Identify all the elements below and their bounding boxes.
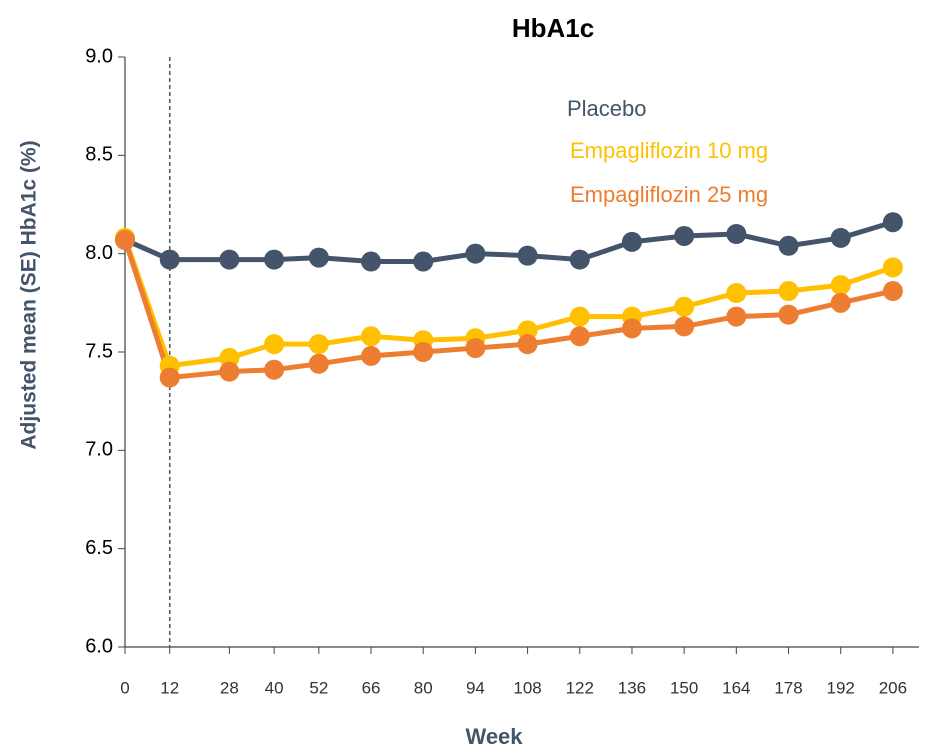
y-tick-label: 8.0 — [85, 242, 113, 264]
x-tick-label: 12 — [160, 678, 179, 697]
data-point — [726, 224, 747, 244]
data-point — [517, 334, 538, 355]
data-point — [726, 283, 747, 303]
data-point — [219, 361, 240, 382]
legend-entry: Empagliflozin 10 mg — [570, 138, 768, 163]
x-tick-label: 206 — [879, 678, 907, 697]
x-tick-label: 150 — [670, 678, 698, 697]
x-tick-label: 0 — [120, 678, 129, 697]
data-point — [778, 304, 799, 325]
data-point — [569, 249, 590, 270]
legend-entry: Empagliflozin 25 mg — [570, 182, 768, 207]
x-tick-label: 80 — [414, 678, 433, 697]
x-tick-label: 164 — [722, 678, 750, 697]
data-point — [264, 249, 285, 270]
data-point — [308, 334, 329, 355]
y-tick-label: 7.0 — [85, 439, 113, 461]
data-point — [264, 334, 285, 355]
series-line — [122, 239, 894, 381]
data-point — [413, 342, 434, 362]
data-point — [830, 275, 851, 296]
y-tick-label: 8.5 — [85, 144, 113, 166]
data-point — [413, 251, 434, 272]
x-tick-label: 52 — [309, 678, 328, 697]
y-tick-label: 6.5 — [85, 537, 113, 559]
data-point — [621, 231, 642, 252]
data-point — [726, 306, 747, 327]
x-tick-label: 28 — [220, 678, 239, 697]
data-point — [159, 249, 180, 270]
data-point — [778, 235, 799, 256]
data-point — [465, 338, 486, 359]
x-tick-label: 40 — [265, 678, 284, 697]
x-tick-label: 66 — [362, 678, 381, 697]
data-point — [361, 345, 382, 366]
data-point — [882, 212, 903, 233]
y-tick-label: 9.0 — [85, 45, 113, 67]
data-point — [569, 326, 590, 347]
y-tick-label: 6.0 — [85, 635, 113, 657]
x-tick-label: 192 — [827, 678, 855, 697]
x-tick-label: 94 — [466, 678, 485, 697]
x-tick-label: 178 — [774, 678, 802, 697]
data-point — [308, 353, 329, 374]
data-point — [882, 281, 903, 302]
data-point — [882, 257, 903, 278]
data-point — [219, 249, 240, 270]
data-point — [159, 367, 180, 388]
data-point — [517, 320, 538, 341]
data-point — [308, 247, 329, 268]
data-point — [361, 326, 382, 347]
data-point — [778, 281, 799, 302]
data-point — [361, 251, 382, 272]
x-tick-label: 122 — [566, 678, 594, 697]
data-point — [674, 296, 695, 317]
data-point — [621, 318, 642, 339]
series-line — [123, 219, 894, 265]
data-point — [830, 292, 851, 313]
x-axis-label: Week — [465, 724, 523, 749]
y-axis-label: Adjusted mean (SE) HbA1c (%) — [18, 140, 41, 449]
data-point — [674, 225, 695, 246]
x-tick-label: 136 — [618, 678, 646, 697]
series-line — [122, 237, 894, 369]
data-point — [219, 347, 240, 368]
data-point — [465, 243, 486, 264]
data-point — [517, 245, 538, 266]
legend-entry: Placebo — [567, 96, 647, 121]
data-point — [569, 306, 590, 327]
data-point — [264, 359, 285, 380]
chart-title: HbA1c — [512, 13, 594, 43]
data-point — [674, 316, 695, 337]
data-point — [830, 227, 851, 248]
x-tick-label: 108 — [513, 678, 541, 697]
y-tick-label: 7.5 — [85, 340, 113, 362]
data-point — [115, 229, 135, 250]
